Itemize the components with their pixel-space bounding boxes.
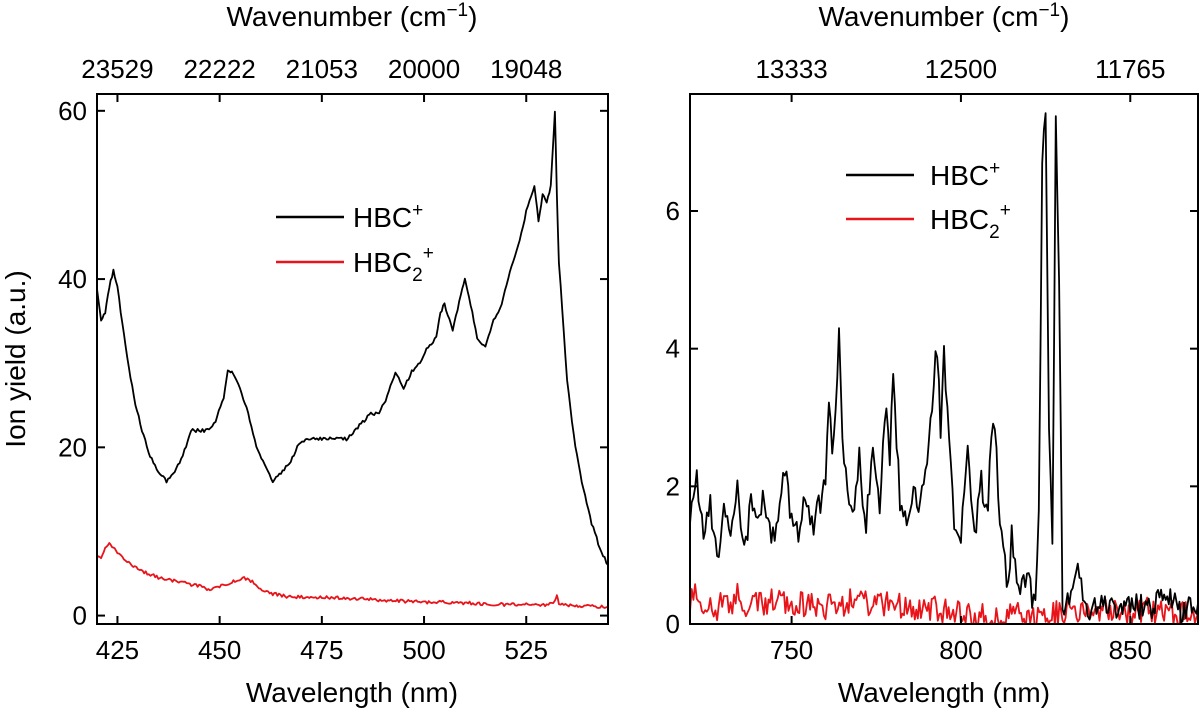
top-tick-label: 23529 <box>81 54 153 84</box>
x-tick-label: 500 <box>402 635 445 665</box>
x-tick-label: 475 <box>300 635 343 665</box>
right-x-axis-title: Wavelength (nm) <box>838 677 1050 708</box>
y-tick-label: 60 <box>58 96 87 126</box>
right-legend-label-hbc2: HBC2+ <box>930 200 1011 243</box>
series-line-hbc <box>690 112 1198 624</box>
y-tick-label: 0 <box>73 601 87 631</box>
right-ticks: 750 800 850 13333 12500 11765 0 2 4 6 <box>666 54 1198 665</box>
x-tick-label: 450 <box>198 635 241 665</box>
right-plot-frame <box>689 93 1199 625</box>
x-tick-label: 850 <box>1109 635 1152 665</box>
right-top-axis-title: Wavenumber (cm−1) <box>819 0 1070 32</box>
left-legend: HBC+ HBC2+ <box>276 200 434 286</box>
top-tick-label: 19048 <box>490 54 562 84</box>
y-tick-label: 4 <box>666 334 680 364</box>
x-tick-label: 525 <box>505 635 548 665</box>
y-tick-label: 40 <box>58 264 87 294</box>
x-tick-label: 425 <box>96 635 139 665</box>
top-tick-label: 21053 <box>286 54 358 84</box>
top-tick-label: 20000 <box>388 54 460 84</box>
y-tick-label: 0 <box>666 609 680 639</box>
left-legend-label-hbc2: HBC2+ <box>353 243 434 286</box>
x-tick-label: 750 <box>770 635 813 665</box>
right-chart: 750 800 850 13333 12500 11765 0 2 4 6 Wavenumber … <box>666 0 1199 708</box>
series-line-hbc2 <box>97 542 608 609</box>
right-plot-lines <box>690 112 1198 624</box>
y-tick-label: 2 <box>666 471 680 501</box>
left-chart: 425 450 475 500 525 23529 22222 21053 20000 19048… <box>0 0 609 708</box>
left-plot-lines <box>97 110 608 609</box>
y-tick-label: 6 <box>666 196 680 226</box>
y-tick-label: 20 <box>58 432 87 462</box>
top-tick-label: 12500 <box>925 54 997 84</box>
left-x-axis-title: Wavelength (nm) <box>246 677 458 708</box>
top-tick-label: 22222 <box>183 54 255 84</box>
left-legend-label-hbc: HBC+ <box>353 200 423 233</box>
series-line-hbc <box>97 110 608 566</box>
top-tick-label: 13333 <box>755 54 827 84</box>
left-top-axis-title: Wavenumber (cm−1) <box>227 0 478 32</box>
left-plot-frame <box>96 93 609 625</box>
x-tick-label: 800 <box>939 635 982 665</box>
right-legend-label-hbc: HBC+ <box>930 158 1000 191</box>
left-ticks: 425 450 475 500 525 23529 22222 21053 20000 19048… <box>58 54 608 665</box>
left-y-axis-title: Ion yield (a.u.) <box>0 270 31 447</box>
top-tick-label: 11765 <box>1095 54 1165 84</box>
right-legend: HBC+ HBC2+ <box>846 158 1011 243</box>
